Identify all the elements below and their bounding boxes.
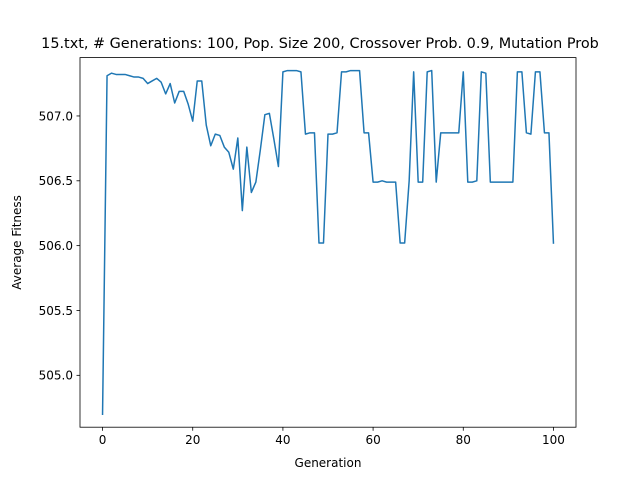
y-axis: 505.0 505.5 506.0 506.5 507.0 <box>39 109 80 383</box>
x-tick-label: 0 <box>99 433 107 447</box>
x-axis: 0 20 40 60 80 100 <box>99 427 565 447</box>
x-tick-label: 60 <box>365 433 380 447</box>
x-axis-label: Generation <box>295 456 362 470</box>
y-tick-label: 507.0 <box>39 109 73 123</box>
y-tick-label: 505.5 <box>39 304 73 318</box>
series-line-0 <box>101 69 555 415</box>
y-tick-label: 506.5 <box>39 174 73 188</box>
y-tick-label: 505.0 <box>39 369 73 383</box>
y-axis-label: Average Fitness <box>10 195 24 290</box>
plot-area <box>101 69 555 415</box>
x-tick-label: 100 <box>542 433 565 447</box>
plot-frame <box>79 57 577 428</box>
x-tick-label: 20 <box>185 433 200 447</box>
chart-title: 15.txt, # Generations: 100, Pop. Size 20… <box>41 36 599 52</box>
y-tick-label: 506.0 <box>39 239 73 253</box>
x-tick-label: 80 <box>456 433 471 447</box>
x-tick-label: 40 <box>275 433 290 447</box>
